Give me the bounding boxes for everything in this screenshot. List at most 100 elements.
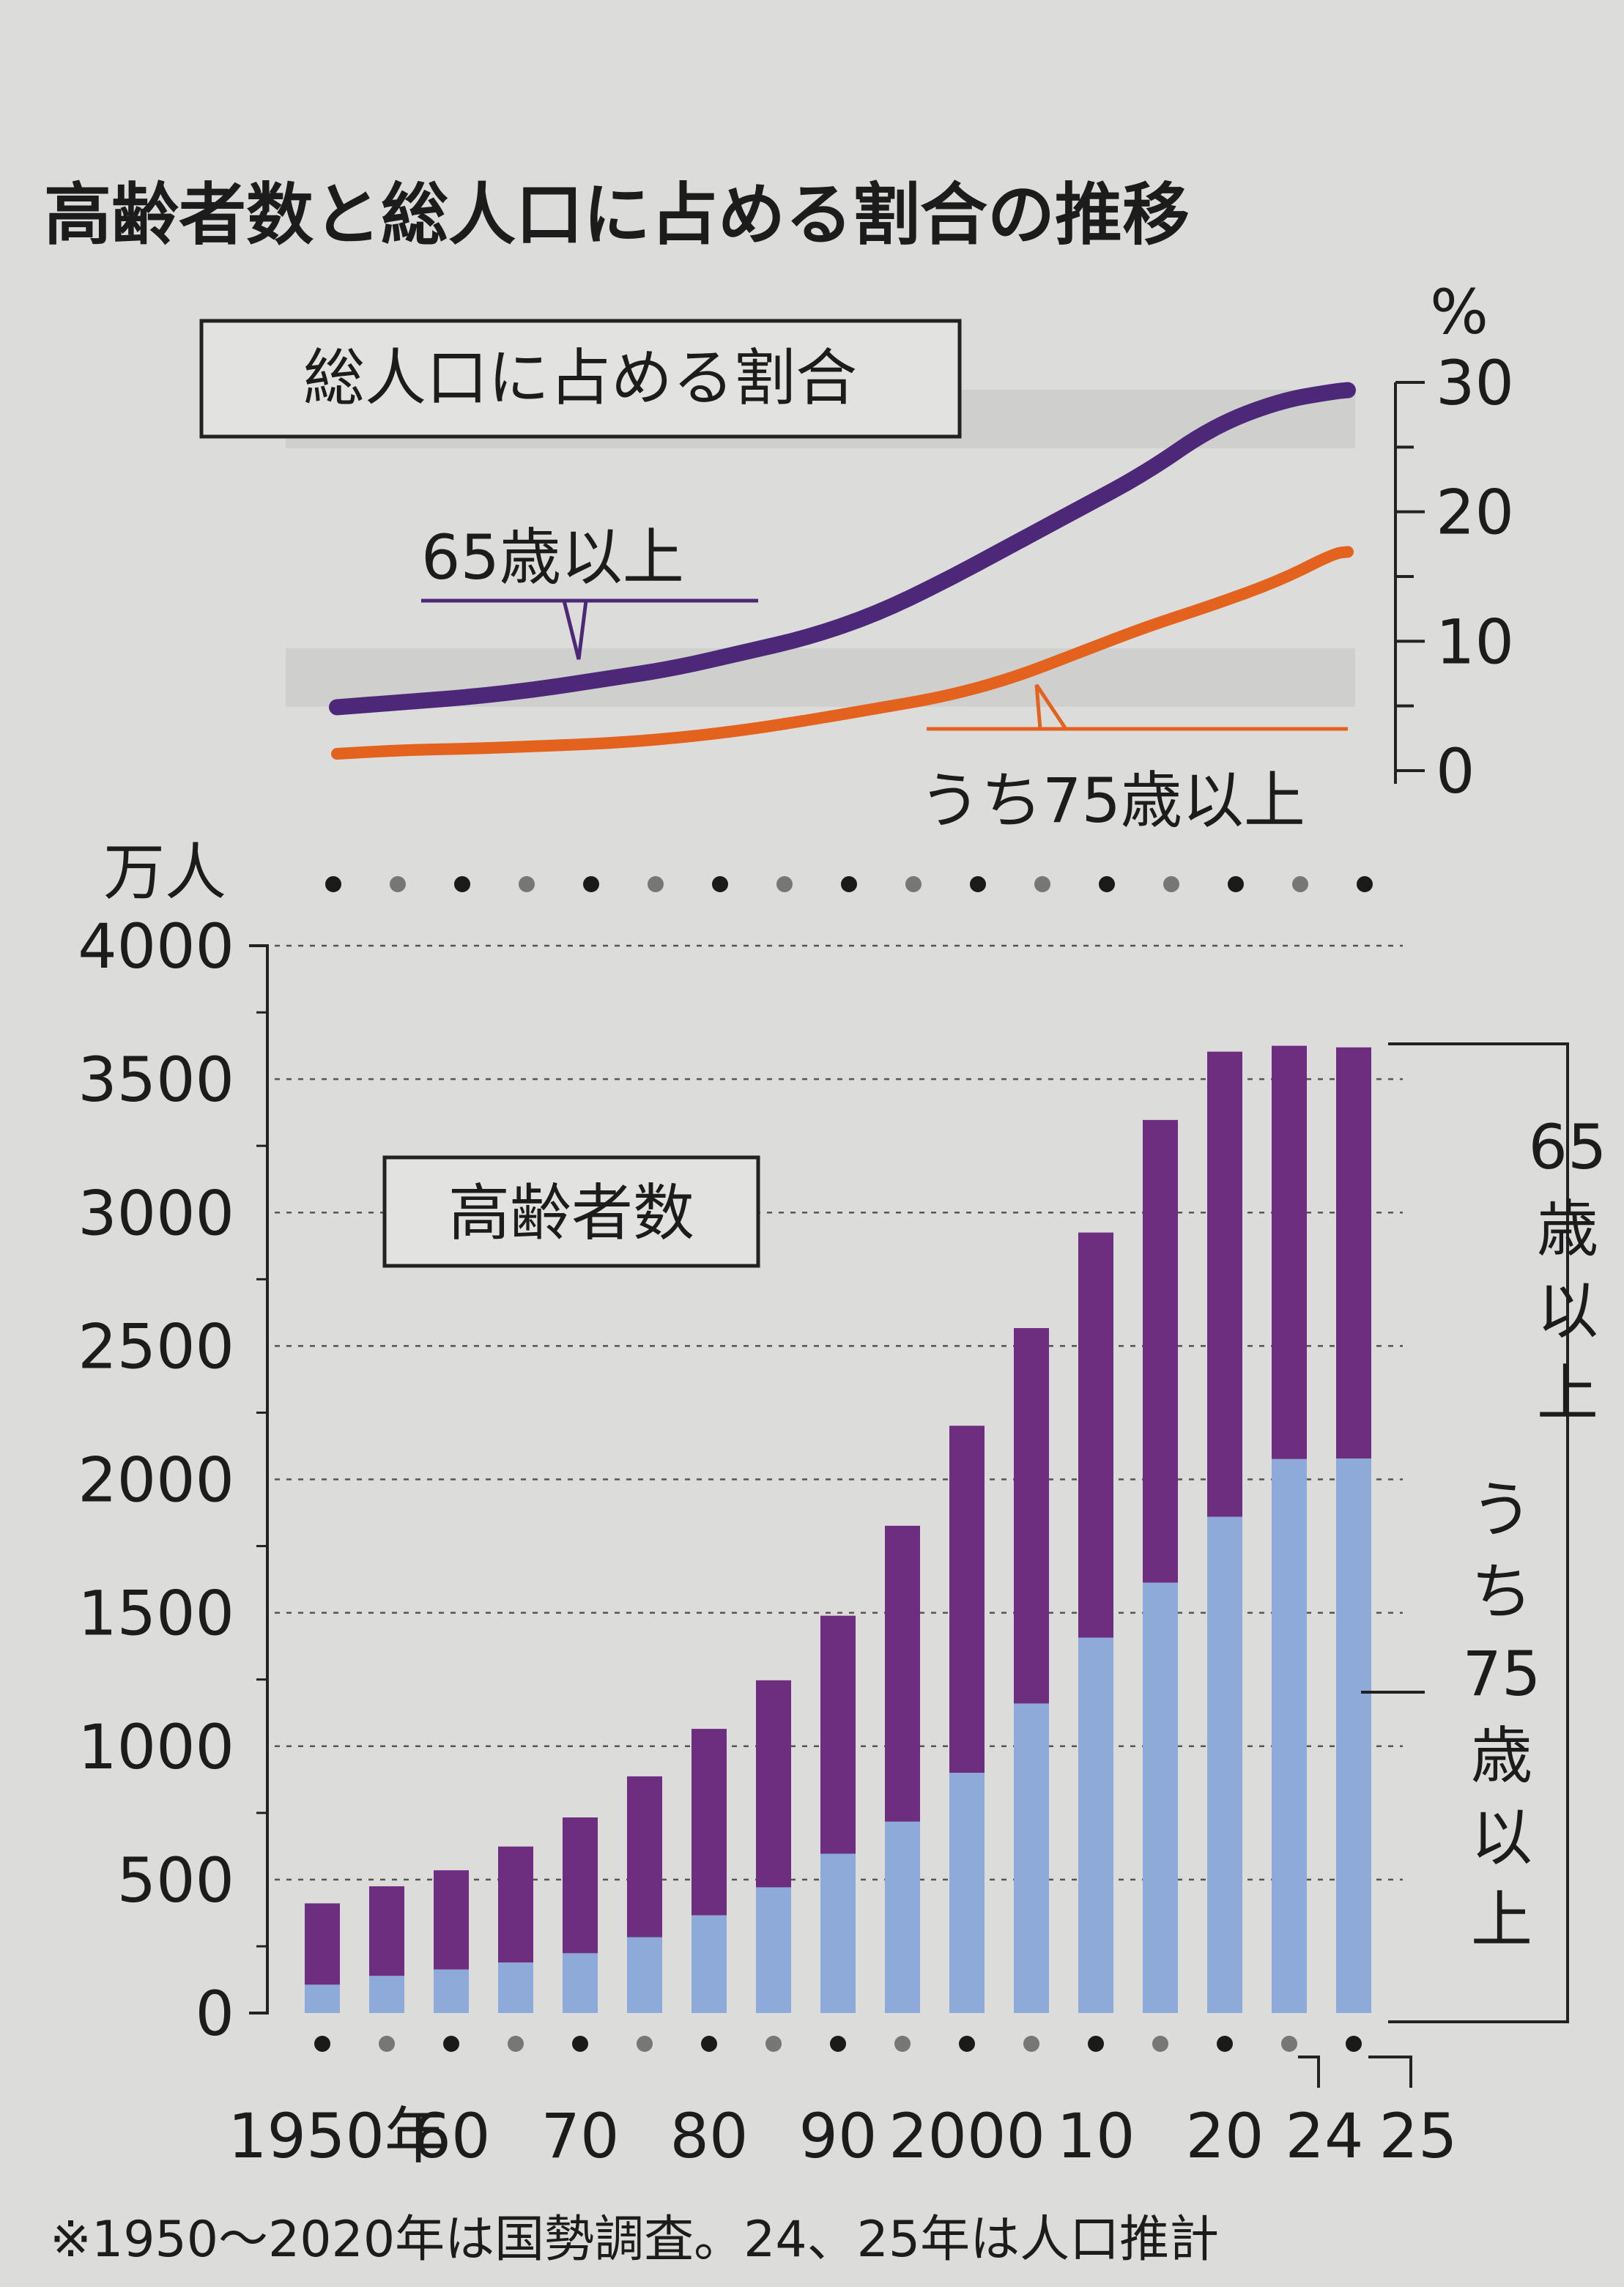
dot-marker — [959, 2036, 975, 2052]
dot-marker — [970, 876, 986, 892]
side-label-char: 歳 — [1471, 1720, 1532, 1792]
dot-marker — [905, 876, 922, 892]
dot-marker — [1217, 2036, 1233, 2052]
dot-marker — [841, 876, 857, 892]
line-y-unit: % — [1430, 276, 1488, 348]
bar-y-tick-label: 500 — [117, 1845, 234, 1916]
bar-75-segment — [1207, 1516, 1242, 2013]
series-label-65-pointer — [421, 598, 758, 660]
dot-marker — [637, 2036, 653, 2052]
dot-marker — [1023, 2036, 1039, 2052]
dot-marker — [443, 2036, 459, 2052]
side-label-char: 以 — [1471, 1802, 1532, 1874]
bar-y-unit: 万人 — [103, 837, 226, 908]
dot-marker — [390, 876, 406, 892]
bar-x-tick-label: 24 — [1286, 2100, 1364, 2172]
dot-marker — [894, 2036, 911, 2052]
bars — [305, 1045, 1371, 2013]
dot-marker — [325, 876, 341, 892]
side-label-char: 以 — [1537, 1275, 1598, 1347]
bar-75-segment — [434, 1969, 469, 2013]
chart-title: 高齢者数と総人口に占める割合の推移 — [44, 176, 1190, 254]
dot-marker — [1228, 876, 1244, 892]
bar-75-segment — [820, 1853, 856, 2013]
side-bracket — [1388, 1042, 1569, 2023]
bar-65-segment — [305, 1903, 340, 1985]
bar-65-segment — [1014, 1327, 1049, 1704]
bar-y-tick-label: 1500 — [78, 1578, 234, 1650]
series-line-75 — [331, 546, 1354, 760]
line-y-ticks: 0 10 20 30 — [1395, 347, 1514, 807]
bar-75-segment — [949, 1773, 985, 2013]
bar-75-segment — [1336, 1458, 1371, 2013]
line-y-tick-label: 20 — [1436, 477, 1514, 549]
tick-connector-24 — [1298, 2056, 1320, 2088]
dot-marker — [519, 876, 535, 892]
dot-marker — [379, 2036, 395, 2052]
dot-marker — [712, 876, 728, 892]
side-label-char: 上 — [1537, 1357, 1598, 1429]
bar-y-tick-label: 2500 — [78, 1311, 234, 1382]
dot-marker — [1034, 876, 1050, 892]
bar-65-segment — [1078, 1232, 1113, 1638]
bar-chart-title-box — [382, 1155, 760, 1268]
series-label-65: 65歳以上 — [421, 522, 684, 593]
footnote: ※1950～2020年は国勢調査。24、25年は人口推計 — [50, 2211, 1219, 2269]
dot-marker — [1346, 2036, 1362, 2052]
bar-65-segment — [692, 1729, 727, 1916]
bar-65-segment — [1207, 1051, 1242, 1517]
bar-75-segment — [305, 1984, 340, 2013]
dot-marker — [1292, 876, 1308, 892]
bar-65-segment — [1272, 1045, 1307, 1459]
bar-75-segment — [1078, 1637, 1113, 2013]
dot-row-bottom — [314, 2036, 1362, 2052]
bar-75-segment — [498, 1962, 533, 2013]
line-chart-title-box — [199, 319, 962, 439]
bar-65-segment — [627, 1776, 662, 1938]
dot-marker — [701, 2036, 717, 2052]
line-chart-title: 総人口に占める割合 — [303, 342, 857, 414]
bar-chart-title: 高齢者数 — [448, 1177, 694, 1249]
dot-row-top — [325, 876, 1373, 892]
bar-y-tick-label: 1000 — [78, 1711, 234, 1783]
dot-marker — [508, 2036, 524, 2052]
bar-x-tick-label: 90 — [799, 2100, 878, 2172]
bar-y-tick-label: 2000 — [78, 1445, 234, 1516]
series-line-65 — [329, 382, 1356, 716]
bar-65-segment — [756, 1680, 791, 1888]
dot-marker — [648, 876, 664, 892]
bar-x-tick-label: 10 — [1057, 2100, 1135, 2172]
bar-x-tick-label: 2000 — [889, 2100, 1045, 2172]
bar-y-tick-label: 0 — [196, 1978, 234, 2050]
side-label-char: ち — [1471, 1556, 1532, 1628]
bar-x-tick-label: 25 — [1379, 2100, 1458, 2172]
bar-75-segment — [1014, 1703, 1049, 2013]
side-label-char: 75 — [1463, 1638, 1541, 1710]
dot-marker — [830, 2036, 846, 2052]
dot-marker — [1152, 2036, 1168, 2052]
bar-65-segment — [369, 1886, 404, 1976]
side-label-char: 歳 — [1537, 1193, 1598, 1265]
side-label-char: 上 — [1471, 1884, 1532, 1956]
dot-marker — [1357, 876, 1373, 892]
bar-x-tick-label: 60 — [412, 2100, 491, 2172]
bar-65-segment — [1143, 1119, 1178, 1583]
bar-y-tick-label: 3000 — [78, 1177, 234, 1249]
bar-x-tick-label: 70 — [541, 2100, 620, 2172]
bar-y-axis — [249, 944, 269, 2014]
bar-x-tick-label: 1950年 — [228, 2100, 446, 2172]
series-label-75: うち75歳以上 — [919, 765, 1305, 837]
side-label-char: う — [1471, 1474, 1532, 1546]
dot-marker — [776, 876, 793, 892]
bar-65-segment — [949, 1426, 985, 1773]
bar-65-segment — [434, 1870, 469, 1970]
bar-65-segment — [1336, 1047, 1371, 1459]
line-y-tick-label: 0 — [1436, 735, 1475, 807]
bar-75-segment — [885, 1821, 920, 2013]
tick-connector-25 — [1368, 2056, 1412, 2088]
dot-marker — [765, 2036, 782, 2052]
side-label-75: うち 75 歳以上 — [1463, 1474, 1541, 1956]
dot-marker — [454, 876, 470, 892]
